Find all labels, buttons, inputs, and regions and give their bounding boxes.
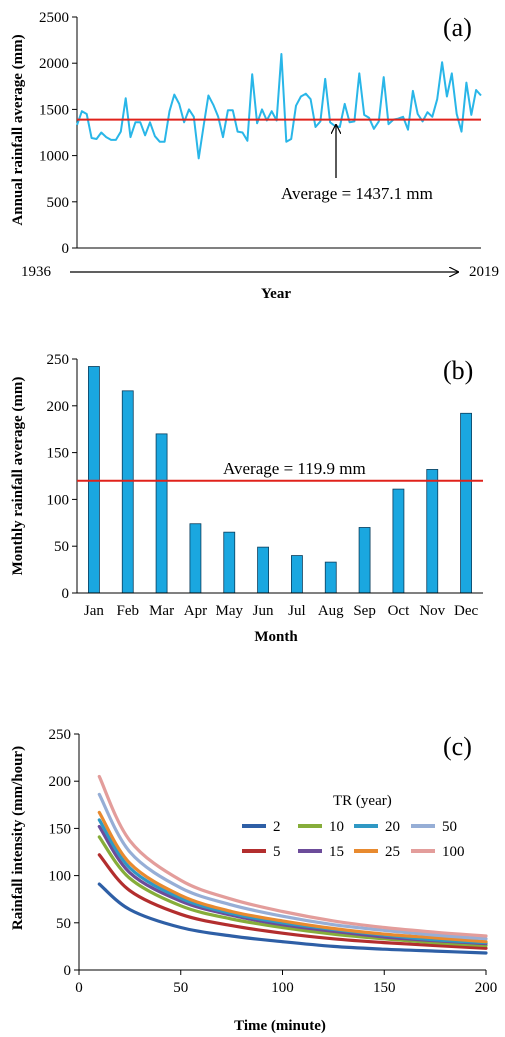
bar-jun	[257, 546, 269, 594]
y-tick-label: 1000	[39, 149, 69, 165]
bar-sep	[358, 527, 371, 594]
x-tick-label: 0	[75, 980, 83, 996]
legend-title: TR (year)	[333, 793, 392, 809]
y-tick-label: 150	[49, 821, 72, 837]
x-tick-label: Jan	[84, 603, 104, 619]
series-line-tr-2	[97, 882, 488, 955]
x-tick-label: Sep	[353, 603, 376, 619]
y-tick-label: 200	[49, 774, 72, 790]
panel-label: (c)	[443, 732, 472, 761]
x-tick-label: 100	[271, 980, 294, 996]
y-tick-label: 100	[47, 492, 70, 508]
y-axis-ticks: 0 50 100 150 200 250	[47, 352, 77, 602]
panel-label: (a)	[443, 13, 472, 42]
y-tick-label: 2000	[39, 56, 69, 72]
bar-oct	[392, 488, 405, 594]
x-axis-ticks: Jan Feb Mar Apr May Jun Jul Aug Sep Oct Nov Dec	[84, 603, 479, 619]
average-annotation: Average = 1437.1 mm	[281, 184, 433, 203]
bar-nov	[426, 469, 439, 594]
series-line-tr-50	[97, 792, 488, 941]
y-axis-title: Monthly rainfall average (mm)	[10, 377, 26, 576]
y-tick-label: 50	[56, 916, 71, 932]
x-axis-title: Month	[254, 629, 298, 645]
x-tick-label: Dec	[454, 603, 478, 619]
series-line-tr-10	[97, 835, 488, 948]
legend-label-tr-15: 15	[329, 844, 344, 860]
bar-dec	[460, 412, 472, 594]
x-axis-title: Time (minute)	[234, 1018, 326, 1034]
legend-label-tr-100: 100	[442, 844, 465, 860]
average-annotation: Average = 119.9 mm	[223, 459, 366, 478]
legend-label-tr-25: 25	[385, 844, 400, 860]
series-line-tr-20	[97, 818, 488, 945]
bars	[88, 366, 472, 594]
series-line-tr-5	[97, 853, 488, 950]
x-tick-label: Jun	[253, 603, 274, 619]
y-axis-title: Rainfall intensity (mm/hour)	[10, 746, 26, 930]
bar-may	[223, 531, 236, 594]
annual-rainfall-line	[76, 53, 482, 160]
x-tick-label: Nov	[419, 603, 445, 619]
x-tick-label: Oct	[388, 603, 410, 619]
bar-apr	[189, 523, 202, 594]
y-axis-title: Annual rainfall average (mm)	[10, 34, 26, 225]
y-tick-label: 0	[62, 586, 70, 602]
monthly-rainfall-chart: 0 50 100 150 200 250 Jan Feb Mar Apr May Jun Jul Aug…	[10, 352, 483, 645]
y-tick-label: 0	[64, 963, 72, 979]
bar-feb	[121, 390, 134, 594]
x-axis-ticks: 0 50 100 150 200	[75, 970, 497, 996]
panel-label: (b)	[443, 356, 473, 385]
y-tick-label: 250	[47, 352, 70, 368]
y-tick-label: 0	[62, 241, 70, 257]
legend-label-tr-2: 2	[273, 819, 281, 835]
x-tick-label: Mar	[149, 603, 174, 619]
y-tick-label: 500	[47, 195, 70, 211]
legend-label-tr-20: 20	[385, 819, 400, 835]
y-tick-label: 2500	[39, 10, 69, 26]
y-axis-ticks: 0 50 100 150 200 250	[49, 727, 79, 979]
x-tick-label: Aug	[318, 603, 344, 619]
y-axis-ticks: 0 500 1000 1500 2000 2500	[39, 10, 77, 257]
x-tick-label: Apr	[184, 603, 207, 619]
x-axis-title: Year	[261, 286, 291, 302]
series-line-tr-25	[97, 810, 488, 944]
legend-label-tr-50: 50	[442, 819, 457, 835]
legend-label-tr-5: 5	[273, 844, 281, 860]
y-tick-label: 150	[47, 446, 70, 462]
y-tick-label: 1500	[39, 102, 69, 118]
bar-aug	[324, 561, 337, 594]
x-tick-label: 150	[373, 980, 396, 996]
bar-jul	[291, 555, 303, 594]
bar-jan	[88, 366, 100, 594]
annual-rainfall-chart: 0 500 1000 1500 2000 2500 (a) Average = 1437.…	[10, 10, 499, 302]
x-start-label: 1936	[21, 264, 52, 280]
y-tick-label: 200	[47, 399, 70, 415]
bar-mar	[155, 433, 168, 594]
x-tick-label: Feb	[117, 603, 140, 619]
intensity-curves	[97, 774, 488, 955]
x-tick-label: Jul	[288, 603, 306, 619]
x-tick-label: 50	[173, 980, 188, 996]
y-tick-label: 100	[49, 869, 72, 885]
x-tick-label: 200	[475, 980, 498, 996]
legend-label-tr-10: 10	[329, 819, 344, 835]
legend: 2 10 20 50 5 15 25 100	[242, 819, 465, 860]
x-tick-label: May	[216, 603, 244, 619]
series-line-tr-100	[97, 774, 488, 938]
x-end-label: 2019	[469, 264, 499, 280]
y-tick-label: 50	[54, 539, 69, 555]
y-tick-label: 250	[49, 727, 72, 743]
